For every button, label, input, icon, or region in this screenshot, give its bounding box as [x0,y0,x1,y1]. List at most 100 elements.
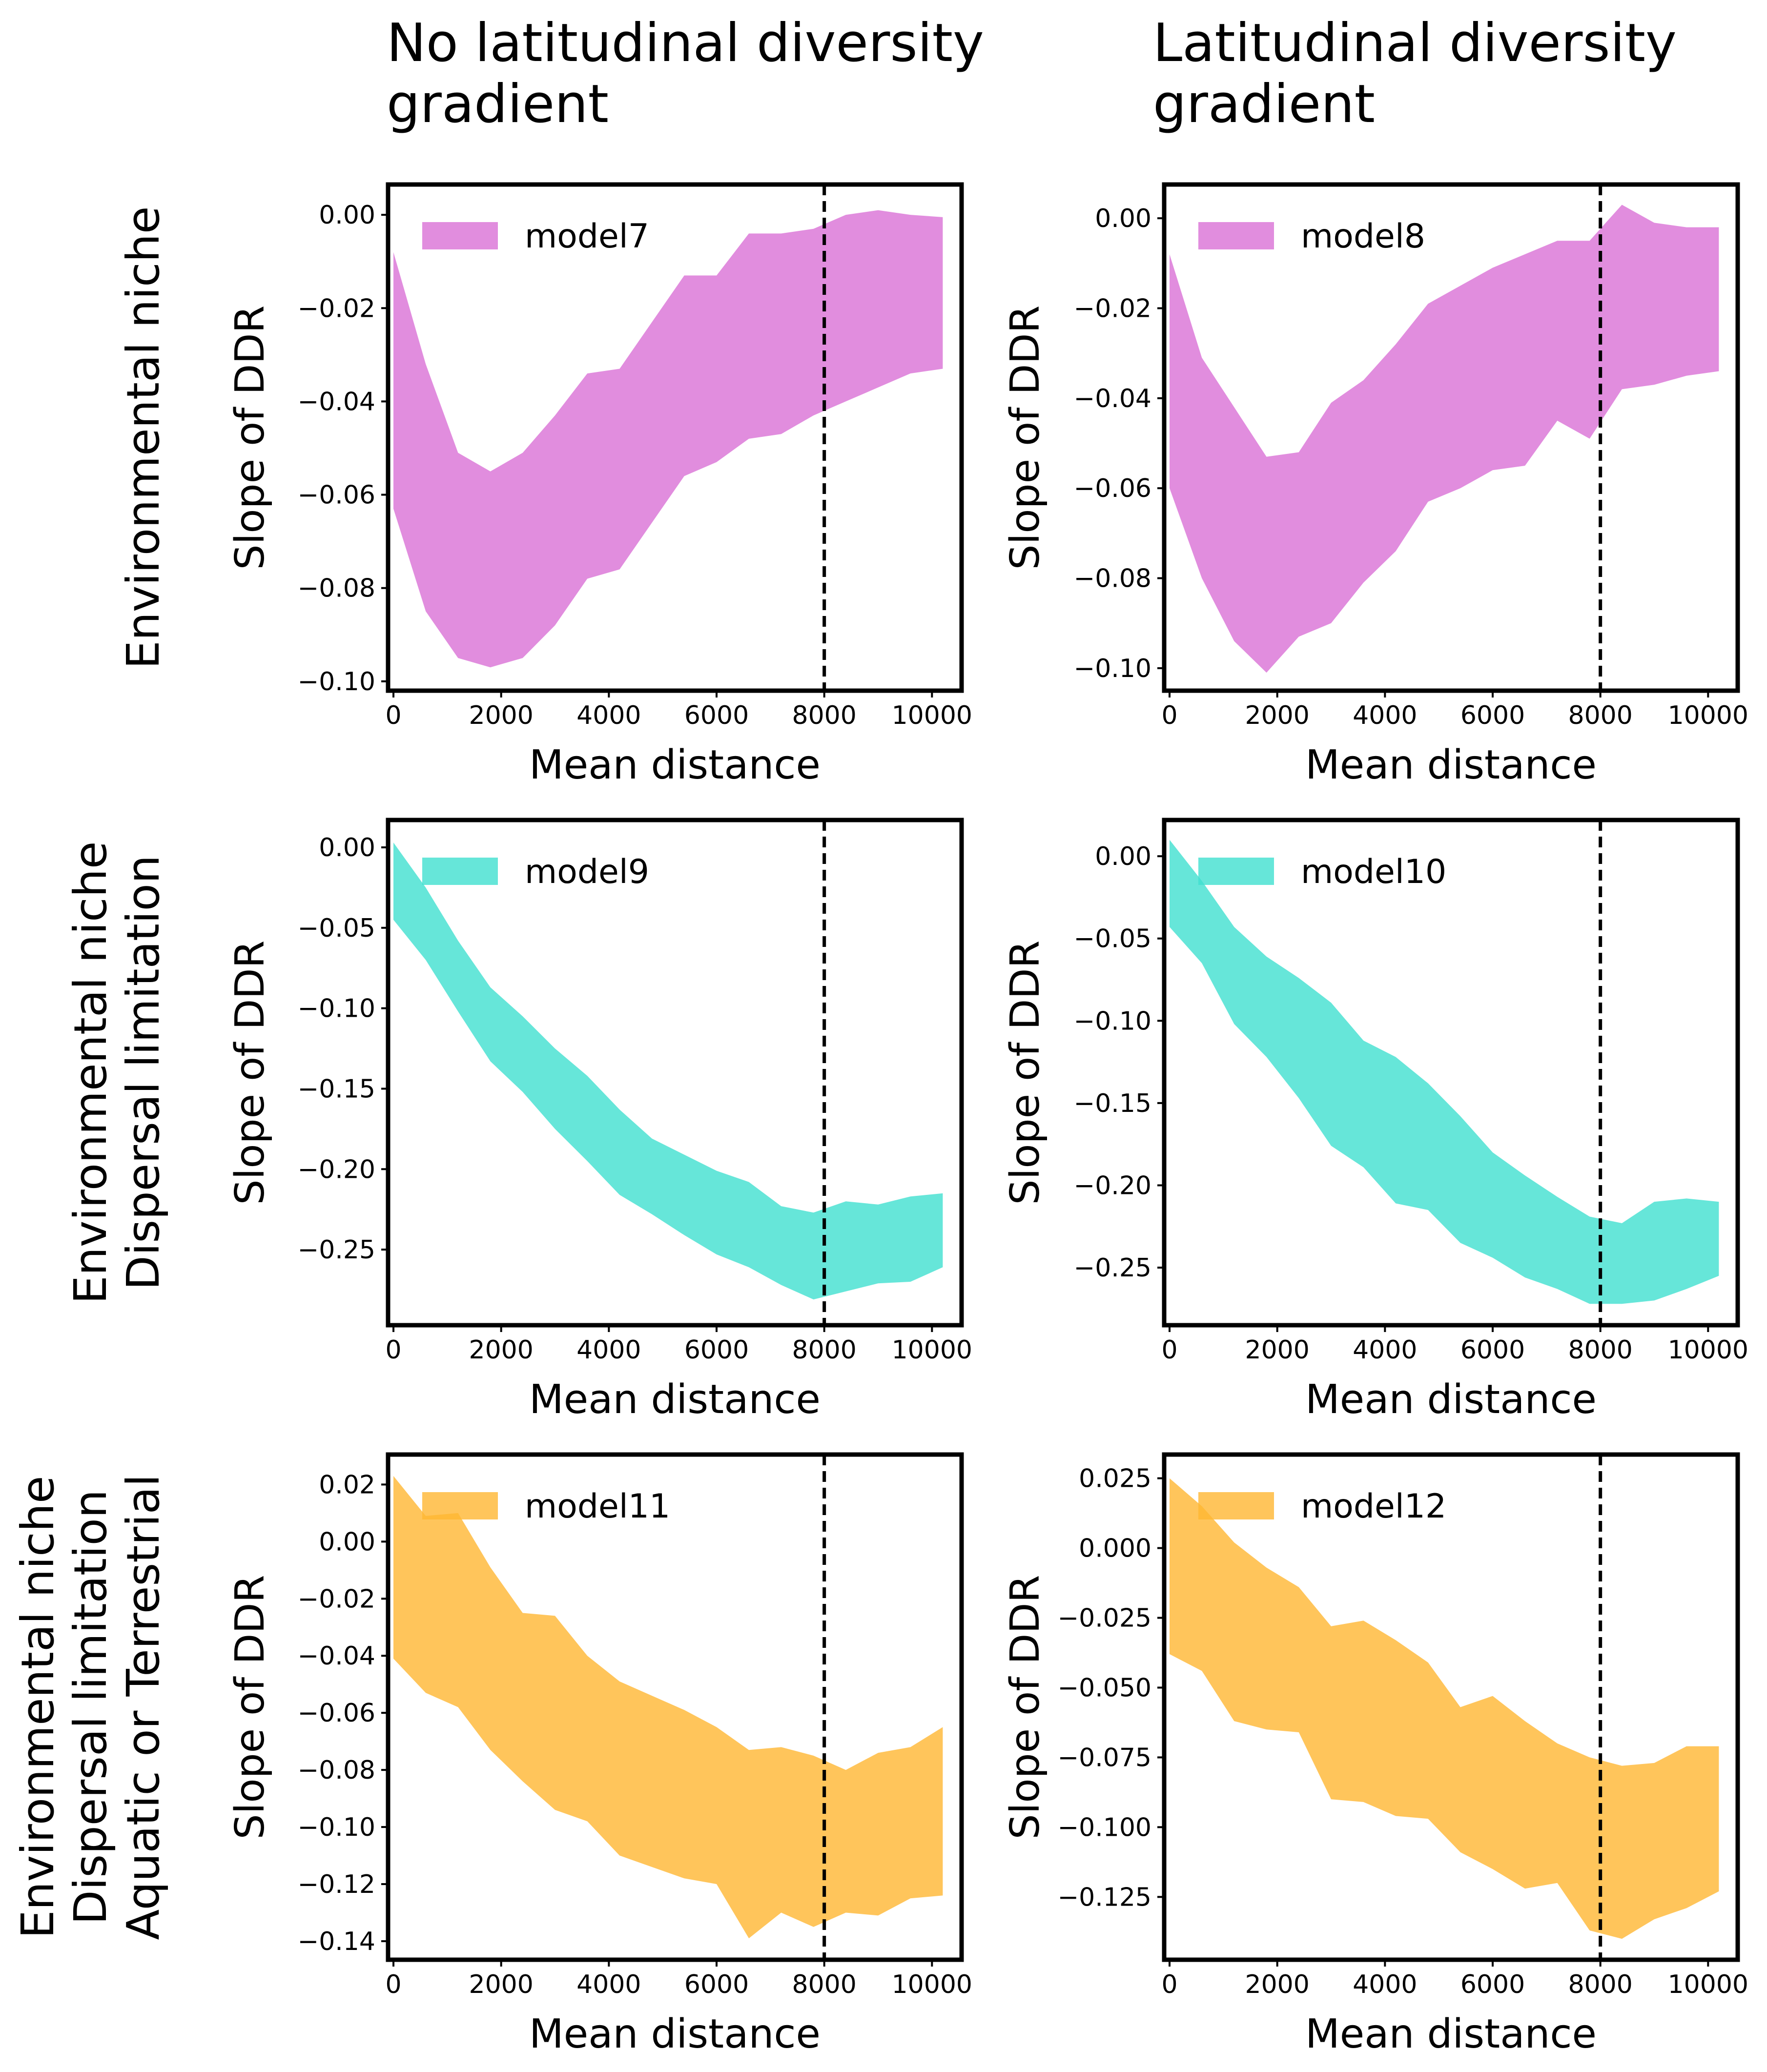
x-tick-label: 4000 [576,701,641,730]
y-tick-label: −0.14 [298,1927,375,1956]
x-tick-label: 0 [1161,701,1177,730]
chart-panel-2: 0 2000 4000 6000 8000 10000 0.00 −0.02 −0.04 −0.0… [1002,182,1748,788]
x-tick-label: 10000 [892,1335,972,1365]
plot-frame [386,818,964,1328]
y-tick-label: 0.025 [1079,1464,1151,1494]
row-title-3: Environmental niche Dispersal limitation A… [12,1474,169,1940]
y-tick-label: −0.02 [298,294,375,323]
legend-label: model10 [1301,853,1446,891]
y-tick-label: −0.05 [298,914,375,943]
x-tick-label: 4000 [1353,1970,1417,1999]
y-tick-label: 0.02 [319,1470,375,1499]
x-tick-label: 10000 [1668,1970,1748,1999]
chart-panel-5: 0 2000 4000 6000 8000 10000 0.02 0.00 −0.02 −0.04… [227,1452,972,2057]
y-tick-label: −0.05 [1074,924,1151,954]
y-axis-label: Slope of DDR [1002,1575,1048,1840]
x-tick-label: 0 [1161,1335,1177,1365]
y-axis-label: Slope of DDR [1002,306,1048,570]
y-tick-label: −0.02 [298,1584,375,1614]
y-tick-label: −0.08 [1074,564,1151,594]
y-tick-label: 0.000 [1079,1534,1151,1563]
plot-area [1170,185,1719,691]
legend-label: model7 [525,217,649,256]
plot-area [1170,820,1719,1325]
series-band-model8 [1170,205,1719,673]
x-tick-label: 4000 [1353,701,1417,730]
y-tick-label: 0.00 [1095,204,1151,233]
y-tick-label: −0.06 [1074,474,1151,503]
x-tick-label: 6000 [1460,1335,1525,1365]
column-title-1: No latitudinal diversity gradient [387,13,984,135]
y-tick-label: −0.100 [1058,1813,1151,1842]
plot-area [1170,1455,1719,1960]
series-band-model10 [1170,840,1719,1304]
x-tick-label: 2000 [469,701,534,730]
y-tick-label: −0.08 [298,574,375,603]
x-tick-label: 4000 [576,1970,641,1999]
x-tick-label: 2000 [1245,1335,1310,1365]
y-tick-label: −0.08 [298,1756,375,1785]
chart-panel-1: 0 2000 4000 6000 8000 10000 0.00 −0.02 −0.04 −0.0… [227,182,972,788]
plot-frame [1162,182,1740,693]
y-tick-label: −0.06 [298,481,375,510]
row-title-line: Dispersal limitation [117,855,169,1290]
x-tick-label: 0 [385,1335,401,1365]
x-tick-label: 10000 [1668,701,1748,730]
legend-swatch [422,222,498,249]
y-tick-label: −0.075 [1058,1743,1151,1772]
x-tick-label: 8000 [1568,701,1632,730]
y-tick-label: −0.10 [1074,654,1151,683]
x-tick-label: 10000 [892,1970,972,1999]
legend-label: model8 [1301,217,1425,256]
legend-swatch [422,1492,498,1519]
x-axis-label: Mean distance [529,1376,821,1423]
y-tick-label: −0.02 [1074,294,1151,323]
legend-label: model11 [525,1487,670,1526]
legend-swatch [422,858,498,885]
x-tick-label: 0 [385,1970,401,1999]
series-band-model12 [1170,1478,1719,1939]
y-tick-label: −0.050 [1058,1673,1151,1703]
x-tick-label: 6000 [684,1970,749,1999]
chart-panel-3: 0 2000 4000 6000 8000 10000 0.00 −0.05 −0.10 −0.1… [227,818,972,1423]
row-title-line: Dispersal limitation [64,1490,117,1925]
x-tick-label: 6000 [684,1335,749,1365]
titles-layer: No latitudinal diversity gradient Latitudi… [12,13,1677,1940]
plot-frame [386,1452,964,1962]
x-axis-label: Mean distance [1305,2011,1597,2057]
x-tick-label: 10000 [1668,1335,1748,1365]
row-title-line: Environmental niche [117,206,169,669]
y-tick-label: 0.00 [319,833,375,862]
x-tick-label: 6000 [1460,1970,1525,1999]
x-tick-label: 6000 [1460,701,1525,730]
plot-area [393,185,943,691]
row-title-1: Environmental niche [117,206,169,669]
y-tick-label: −0.15 [1074,1089,1151,1118]
series-band-model11 [393,1476,943,1939]
y-axis-label: Slope of DDR [227,306,273,570]
legend-swatch [1198,858,1274,885]
x-tick-label: 8000 [792,701,856,730]
x-tick-label: 8000 [792,1335,856,1365]
x-axis-label: Mean distance [1305,1376,1597,1423]
plot-frame [1162,818,1740,1328]
x-tick-label: 2000 [1245,1970,1310,1999]
legend-label: model12 [1301,1487,1446,1526]
row-title-line: Environmental niche [12,1476,64,1939]
y-tick-label: −0.025 [1058,1604,1151,1633]
column-title-2: Latitudinal diversity gradient [1153,13,1677,135]
plot-area [393,820,943,1325]
y-tick-label: −0.10 [298,667,375,697]
x-tick-label: 10000 [892,701,972,730]
x-tick-label: 6000 [684,701,749,730]
x-tick-label: 0 [1161,1970,1177,1999]
y-tick-label: −0.25 [1074,1253,1151,1283]
plot-frame [1162,1452,1740,1962]
y-tick-label: −0.10 [298,994,375,1024]
chart-panel-4: 0 2000 4000 6000 8000 10000 0.00 −0.05 −0.10 −0.1… [1002,818,1748,1423]
chart-panel-6: 0 2000 4000 6000 8000 10000 0.025 0.000 −0.025 −0… [1002,1452,1748,2057]
legend-swatch [1198,222,1274,249]
y-tick-label: 0.00 [319,1527,375,1557]
x-tick-label: 4000 [576,1335,641,1365]
y-axis-label: Slope of DDR [227,1575,273,1840]
